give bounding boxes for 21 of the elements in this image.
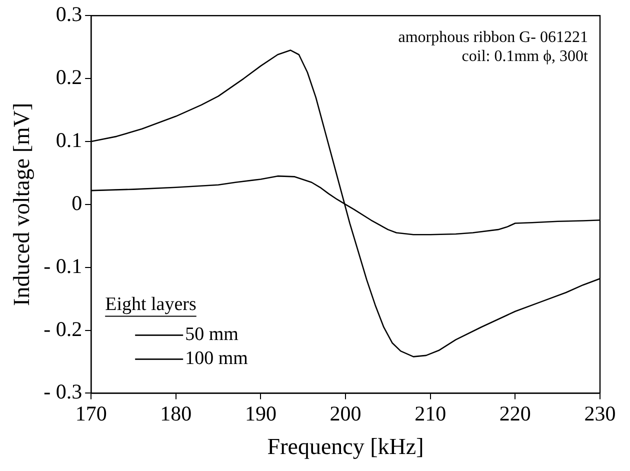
legend-title: Eight layers (105, 294, 196, 316)
x-tick-label: 210 (414, 401, 446, 426)
y-tick-label: 0.2 (56, 65, 82, 90)
x-tick-label: 180 (160, 401, 192, 426)
y-tick-label: - 0.2 (44, 316, 82, 341)
x-tick-label: 170 (75, 401, 107, 426)
y-tick-label: - 0.3 (44, 380, 82, 404)
y-axis-title: Induced voltage [mV] (8, 102, 34, 306)
x-tick-label: 200 (330, 401, 362, 426)
y-tick-label: - 0.1 (44, 254, 82, 278)
legend-label: 100 mm (185, 348, 248, 370)
annotation: amorphous ribbon G- 061221 (398, 28, 588, 46)
x-tick-label: 220 (499, 401, 531, 426)
annotation: coil: 0.1mm ϕ, 300t (462, 48, 589, 65)
x-tick-label: 230 (584, 401, 616, 426)
y-tick-label: 0.3 (56, 2, 82, 26)
x-tick-label: 190 (244, 401, 276, 426)
y-tick-label: 0 (72, 190, 82, 215)
y-tick-label: 0.1 (56, 128, 82, 152)
x-axis-title: Frequency [kHz] (267, 434, 424, 460)
legend-label: 50 mm (185, 324, 239, 346)
